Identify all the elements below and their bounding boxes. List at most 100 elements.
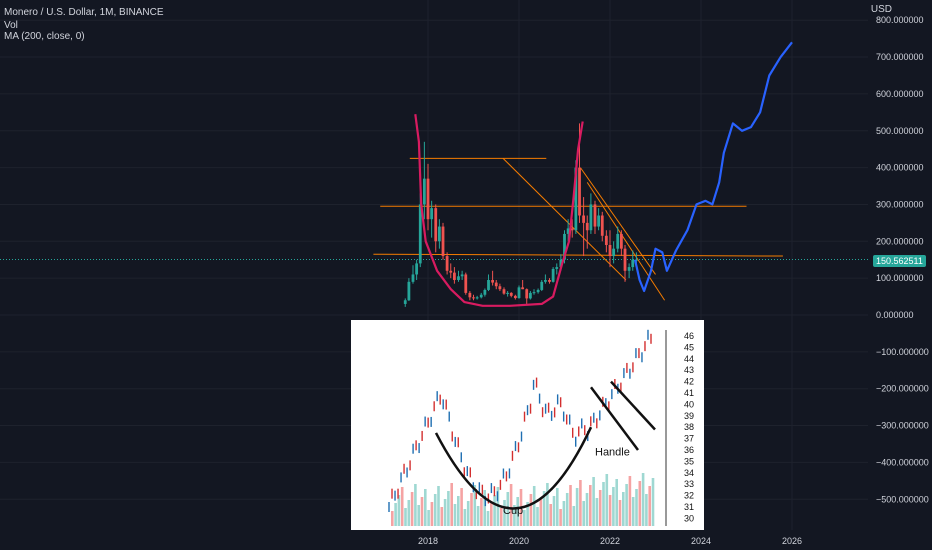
inset-volume-bar bbox=[549, 504, 552, 526]
price-tick-label: 500.000000 bbox=[876, 126, 924, 136]
price-tick-label: −400.000000 bbox=[876, 457, 929, 467]
inset-volume-bar bbox=[470, 493, 473, 526]
inset-volume-bar bbox=[595, 498, 599, 526]
inset-tick-label: 31 bbox=[684, 502, 694, 512]
projection-path bbox=[633, 41, 793, 293]
inset-volume-bar bbox=[503, 500, 506, 526]
inset-volume-bar bbox=[592, 477, 595, 526]
candle-body bbox=[452, 272, 456, 280]
inset-volume-bar bbox=[440, 507, 444, 526]
candle-body bbox=[517, 287, 521, 299]
candle-body bbox=[411, 274, 415, 282]
inset-tick-label: 33 bbox=[684, 479, 694, 489]
candle-body bbox=[403, 300, 407, 304]
inset-volume-bar bbox=[532, 486, 536, 526]
candle-body bbox=[418, 204, 422, 264]
inset-volume-bar bbox=[612, 487, 615, 526]
inset-volume-bar bbox=[546, 483, 549, 526]
candle-body bbox=[426, 178, 430, 220]
inset-volume-bar bbox=[483, 490, 486, 526]
candle-body bbox=[460, 274, 464, 277]
price-tick-label: −500.000000 bbox=[876, 494, 929, 504]
candle-body bbox=[634, 259, 638, 261]
candle-body bbox=[472, 297, 475, 299]
inset-volume-bar bbox=[645, 494, 648, 526]
vol-indicator-label[interactable]: Vol bbox=[4, 20, 18, 31]
candle-body bbox=[631, 259, 635, 268]
candle-body bbox=[498, 286, 502, 290]
candles bbox=[403, 123, 638, 307]
candle-body bbox=[582, 215, 586, 223]
inset-cup-arc bbox=[434, 426, 593, 510]
price-tick-label: 800.000000 bbox=[876, 15, 924, 25]
inset-tick-label: 45 bbox=[684, 342, 694, 352]
ma-indicator-label[interactable]: MA (200, close, 0) bbox=[4, 31, 85, 42]
inset-volume-bar bbox=[618, 500, 622, 526]
inset-volume-bar bbox=[457, 496, 460, 526]
inset-tick-label: 32 bbox=[684, 491, 694, 501]
inset-volume-bar bbox=[493, 495, 496, 526]
cup-curve bbox=[414, 114, 584, 307]
candle-body bbox=[506, 292, 510, 294]
inset-volume-bar bbox=[648, 486, 651, 526]
candle-body bbox=[566, 228, 570, 234]
candle-body bbox=[528, 292, 532, 299]
time-tick-label: 2026 bbox=[782, 536, 802, 546]
inset-volume-bar bbox=[559, 509, 562, 526]
candle-body bbox=[475, 297, 479, 299]
candle-body bbox=[487, 279, 490, 290]
price-tick-label: 0.000000 bbox=[876, 310, 914, 320]
inset-volume-bar bbox=[523, 510, 526, 526]
inset-volume-bar bbox=[635, 489, 638, 526]
time-tick-label: 2020 bbox=[509, 536, 529, 546]
symbol-title[interactable]: Monero / U.S. Dollar, 1M, BINANCE bbox=[4, 7, 164, 18]
inset-volume-bar bbox=[463, 509, 467, 526]
inset-tick-label: 38 bbox=[684, 422, 694, 432]
inset-tick-label: 42 bbox=[684, 377, 694, 387]
time-axis: 2018 2020 2022 2024 2026 bbox=[418, 536, 802, 546]
inset-volume-bar bbox=[509, 484, 513, 526]
inset-tick-label: 30 bbox=[684, 513, 694, 523]
inset-volume-bar bbox=[473, 485, 477, 526]
candle-body bbox=[407, 281, 411, 301]
trendline bbox=[373, 253, 783, 257]
inset-volume-bar bbox=[443, 499, 447, 526]
inset-volume-bar bbox=[420, 497, 424, 526]
candle-body bbox=[574, 167, 578, 231]
inset-volume-bar bbox=[391, 511, 394, 526]
price-tick-label: −300.000000 bbox=[876, 421, 929, 431]
candle-body bbox=[483, 289, 487, 295]
candle-body bbox=[543, 279, 547, 282]
inset-handle-line bbox=[589, 386, 640, 451]
candle-body bbox=[627, 267, 631, 271]
inset-volume-bar bbox=[490, 503, 493, 526]
trendline bbox=[502, 158, 627, 281]
candle-body bbox=[570, 228, 574, 231]
inset-volume-bar bbox=[460, 488, 463, 526]
candle-body bbox=[513, 295, 517, 299]
inset-volume-bar bbox=[513, 505, 516, 526]
inset-volume-bar bbox=[589, 485, 592, 526]
candle-body bbox=[422, 178, 426, 205]
inset-handle-label: Handle bbox=[595, 447, 630, 459]
inset-volume-bar bbox=[529, 494, 533, 526]
inset-volume-bar bbox=[631, 497, 635, 526]
inset-volume-bar bbox=[628, 476, 632, 526]
candle-body bbox=[608, 244, 612, 257]
inset-tick-label: 40 bbox=[684, 399, 694, 409]
inset-volume-bar bbox=[552, 496, 556, 526]
candle-body bbox=[559, 259, 563, 268]
inset-volume-bar bbox=[638, 481, 642, 526]
inset-volume-bar bbox=[414, 484, 417, 526]
inset-volume-bar bbox=[404, 508, 407, 526]
last-price-tag: 150.562511 bbox=[873, 255, 926, 267]
inset-tick-label: 43 bbox=[684, 365, 694, 375]
inset-volume-bar bbox=[575, 488, 579, 526]
price-tick-label: −200.000000 bbox=[876, 384, 929, 394]
inset-volume-bar bbox=[536, 507, 539, 526]
candle-body bbox=[525, 289, 529, 299]
inset-tick-label: 34 bbox=[684, 468, 694, 478]
candle-body bbox=[434, 208, 438, 242]
